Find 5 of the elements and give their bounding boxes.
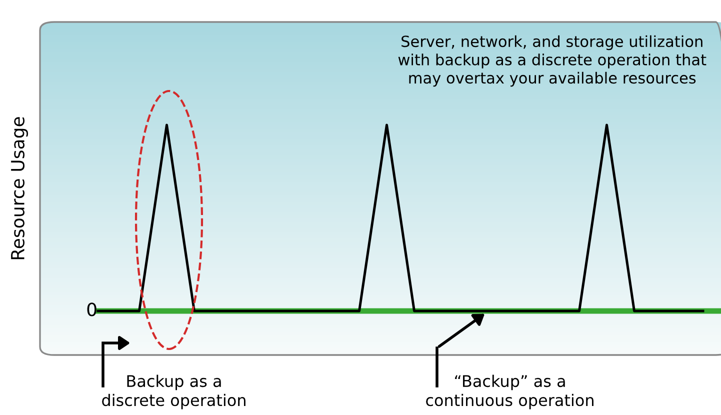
- y-axis-title: Resource Usage: [11, 117, 28, 260]
- text: Backup as a discrete operation: [102, 374, 246, 410]
- text: 0: [87, 302, 96, 316]
- text: “Backup” as a continuous operation: [426, 374, 594, 410]
- text: Server, network, and storage utilization with backup as a discrete operation that may overtax your available resources: [398, 35, 706, 87]
